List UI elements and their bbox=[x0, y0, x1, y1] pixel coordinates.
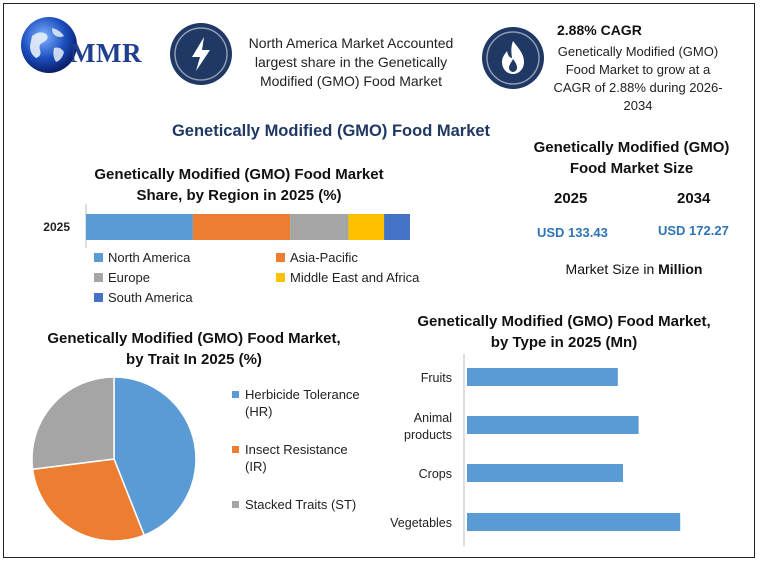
market-size-unit: Market Size in Million bbox=[524, 261, 744, 277]
lightning-icon bbox=[174, 27, 228, 81]
brand-logo-text: MMR bbox=[70, 38, 142, 68]
legend-swatch-south-america bbox=[94, 293, 103, 302]
legend-label-north-america: North America bbox=[108, 250, 191, 265]
cagr-title: 2.88% CAGR bbox=[557, 22, 642, 38]
region-bar-south-america bbox=[384, 214, 410, 240]
pie-legend-swatch-insect-resistance-ir bbox=[232, 446, 239, 453]
lightning-icon-badge bbox=[170, 23, 232, 85]
type-chart: Fruits Animal products Crops Vegetables bbox=[390, 354, 681, 546]
region-share-blurb: North America Market Accounted largest s… bbox=[248, 35, 454, 89]
region-bar-asia-pacific bbox=[192, 214, 291, 240]
globe-icon bbox=[21, 17, 77, 73]
pie-slice-stacked-traits-st bbox=[31, 376, 115, 471]
market-size-year-2: 2034 bbox=[677, 190, 711, 207]
flame-icon bbox=[486, 31, 540, 85]
pie-slice-herbicide-tolerance-hr bbox=[113, 376, 197, 537]
pie-slice-insect-resistance-ir bbox=[31, 458, 146, 542]
pie-legend-label-insect-resistance-ir: Insect Resistance (IR) bbox=[245, 442, 348, 474]
type-label-animal-products: Animal products bbox=[404, 411, 452, 442]
type-chart-title: Genetically Modified (GMO) Food Market, … bbox=[417, 313, 711, 351]
type-bar-animal-products bbox=[467, 416, 639, 434]
region-category-label: 2025 bbox=[43, 220, 70, 234]
pie-legend-label-herbicide-tolerance-hr: Herbicide Tolerance (HR) bbox=[245, 387, 360, 419]
legend-swatch-middle-east-and-africa bbox=[276, 273, 285, 282]
market-size-value-1: USD 133.43 bbox=[537, 225, 608, 240]
type-label-crops: Crops bbox=[419, 467, 452, 481]
pie-legend-swatch-herbicide-tolerance-hr bbox=[232, 391, 239, 398]
pie-legend-swatch-stacked-traits-st bbox=[232, 501, 239, 508]
trait-chart: Herbicide Tolerance (HR) Insect Resistance… bbox=[31, 376, 360, 542]
legend-label-middle-east-and-africa: Middle East and Africa bbox=[290, 270, 420, 285]
type-bar-vegetables bbox=[467, 513, 681, 531]
market-size-value-2: USD 172.27 bbox=[658, 223, 729, 238]
region-chart: 2025 North America Asia-Pacific Europe Middl… bbox=[43, 204, 420, 305]
market-size-year-1: 2025 bbox=[554, 190, 588, 207]
region-bar-north-america bbox=[86, 214, 193, 240]
legend-swatch-asia-pacific bbox=[276, 253, 285, 262]
cagr-blurb: Genetically Modified (GMO) Food Market t… bbox=[553, 44, 723, 113]
market-size-title: Genetically Modified (GMO) Food Market S… bbox=[533, 139, 730, 177]
legend-label-europe: Europe bbox=[108, 270, 150, 285]
unit-prefix: Market Size in bbox=[565, 261, 659, 277]
region-bar-europe bbox=[290, 214, 349, 240]
region-chart-title: Genetically Modified (GMO) Food Market S… bbox=[94, 166, 384, 204]
legend-label-asia-pacific: Asia-Pacific bbox=[290, 250, 358, 265]
infographic-frame: MMR North America Market Accounted large… bbox=[3, 3, 755, 558]
type-label-fruits: Fruits bbox=[421, 371, 452, 385]
legend-label-south-america: South America bbox=[108, 290, 193, 305]
legend-swatch-europe bbox=[94, 273, 103, 282]
trait-chart-title: Genetically Modified (GMO) Food Market, … bbox=[47, 330, 341, 368]
region-bar-middle-east-and-africa bbox=[348, 214, 385, 240]
type-label-vegetables: Vegetables bbox=[390, 516, 452, 530]
pie-legend-label-stacked-traits-st: Stacked Traits (ST) bbox=[245, 497, 356, 512]
type-bar-crops bbox=[467, 464, 623, 482]
unit-bold: Million bbox=[658, 261, 703, 277]
legend-swatch-north-america bbox=[94, 253, 103, 262]
flame-icon-badge bbox=[482, 27, 544, 89]
type-bar-fruits bbox=[467, 368, 618, 386]
main-title: Genetically Modified (GMO) Food Market bbox=[171, 122, 491, 140]
